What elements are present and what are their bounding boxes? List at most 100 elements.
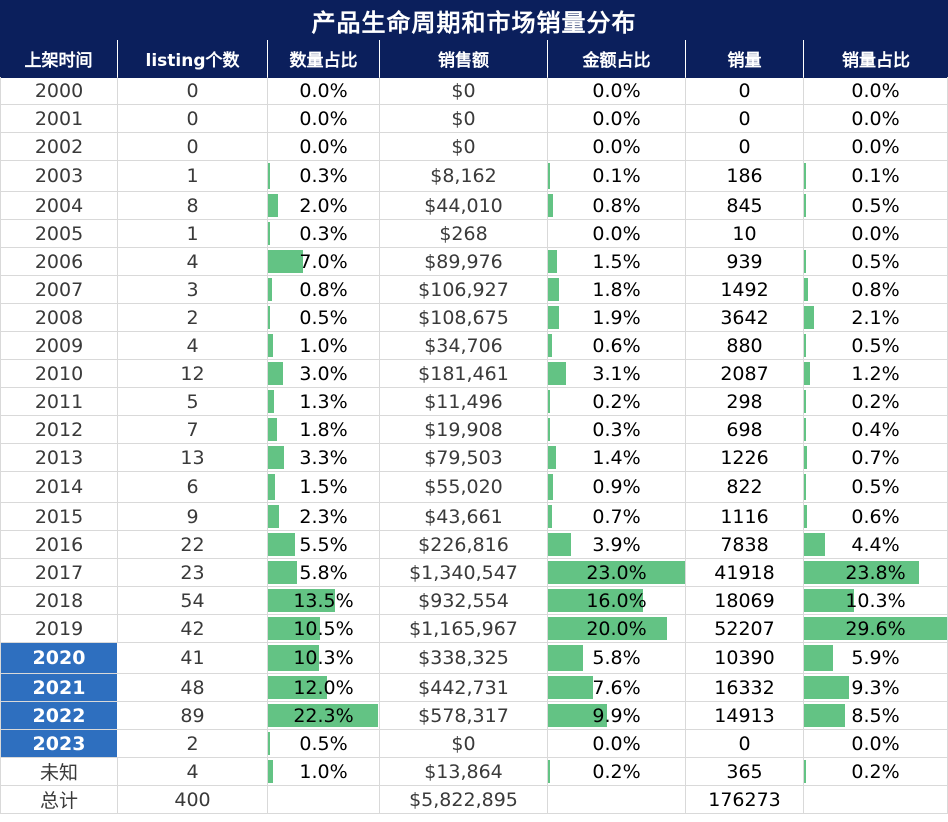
cell-amount-share[interactable]: 0.9%: [548, 472, 686, 502]
cell-listing-date[interactable]: 2002: [0, 133, 118, 160]
cell-listing-count[interactable]: 7: [118, 416, 268, 443]
cell-count-share[interactable]: 5.8%: [268, 559, 380, 586]
cell-sales-amount[interactable]: $0: [380, 133, 548, 160]
cell-volume[interactable]: 52207: [686, 615, 804, 642]
cell-sales-amount[interactable]: $55,020: [380, 472, 548, 502]
cell-amount-share[interactable]: 0.2%: [548, 758, 686, 785]
cell-amount-share[interactable]: 23.0%: [548, 559, 686, 586]
cell-volume[interactable]: 298: [686, 388, 804, 415]
cell-listing-count[interactable]: 42: [118, 615, 268, 642]
cell-listing-date[interactable]: 2021: [0, 674, 118, 701]
cell-volume[interactable]: 186: [686, 161, 804, 191]
cell-amount-share[interactable]: 20.0%: [548, 615, 686, 642]
cell-listing-date[interactable]: 2006: [0, 248, 118, 275]
cell-count-share[interactable]: 5.5%: [268, 531, 380, 558]
cell-listing-date[interactable]: 2000: [0, 77, 118, 104]
cell-sales-amount[interactable]: $268: [380, 220, 548, 247]
cell-volume-share[interactable]: 0.6%: [804, 503, 948, 530]
cell-volume-share[interactable]: 8.5%: [804, 702, 948, 729]
cell-volume-share[interactable]: 0.0%: [804, 133, 948, 160]
cell-count-share[interactable]: 0.3%: [268, 161, 380, 191]
cell-sales-amount[interactable]: $106,927: [380, 276, 548, 303]
cell-listing-count[interactable]: 3: [118, 276, 268, 303]
header-count-share[interactable]: 数量占比: [268, 40, 380, 77]
cell-sales-amount[interactable]: $13,864: [380, 758, 548, 785]
cell-volume[interactable]: 18069: [686, 587, 804, 614]
cell-count-share[interactable]: 7.0%: [268, 248, 380, 275]
cell-sales-amount[interactable]: $578,317: [380, 702, 548, 729]
cell-listing-count[interactable]: 6: [118, 472, 268, 502]
cell-listing-date[interactable]: 2016: [0, 531, 118, 558]
cell-sales-amount[interactable]: $11,496: [380, 388, 548, 415]
cell-listing-date[interactable]: 2020: [0, 643, 118, 673]
cell-listing-date[interactable]: 2023: [0, 730, 118, 757]
cell-volume[interactable]: 41918: [686, 559, 804, 586]
cell-volume-share[interactable]: 0.0%: [804, 730, 948, 757]
cell-volume-share[interactable]: 0.8%: [804, 276, 948, 303]
cell-volume[interactable]: 1116: [686, 503, 804, 530]
cell-amount-share[interactable]: 0.1%: [548, 161, 686, 191]
cell-amount-share[interactable]: 0.0%: [548, 133, 686, 160]
cell-listing-count[interactable]: 0: [118, 133, 268, 160]
cell-listing-count[interactable]: 0: [118, 77, 268, 104]
cell-volume[interactable]: 0: [686, 77, 804, 104]
cell-count-share[interactable]: 0.3%: [268, 220, 380, 247]
cell-volume-share[interactable]: 0.7%: [804, 444, 948, 471]
cell-amount-share[interactable]: 1.4%: [548, 444, 686, 471]
cell-volume-share[interactable]: 0.0%: [804, 220, 948, 247]
cell-volume[interactable]: 0: [686, 730, 804, 757]
cell-volume-share[interactable]: [804, 786, 948, 813]
cell-listing-count[interactable]: 4: [118, 332, 268, 359]
cell-sales-amount[interactable]: $226,816: [380, 531, 548, 558]
cell-volume-share[interactable]: 0.2%: [804, 758, 948, 785]
cell-count-share[interactable]: 12.0%: [268, 674, 380, 701]
cell-listing-date[interactable]: 2005: [0, 220, 118, 247]
cell-count-share[interactable]: 1.3%: [268, 388, 380, 415]
cell-listing-date[interactable]: 2019: [0, 615, 118, 642]
cell-count-share[interactable]: 3.3%: [268, 444, 380, 471]
cell-listing-date[interactable]: 2010: [0, 360, 118, 387]
cell-count-share[interactable]: 13.5%: [268, 587, 380, 614]
cell-volume-share[interactable]: 0.1%: [804, 161, 948, 191]
cell-amount-share[interactable]: [548, 786, 686, 813]
cell-listing-count[interactable]: 9: [118, 503, 268, 530]
cell-listing-date[interactable]: 2022: [0, 702, 118, 729]
cell-count-share[interactable]: 10.3%: [268, 643, 380, 673]
cell-count-share[interactable]: 22.3%: [268, 702, 380, 729]
cell-amount-share[interactable]: 0.3%: [548, 416, 686, 443]
cell-sales-amount[interactable]: $0: [380, 77, 548, 104]
cell-sales-amount[interactable]: $79,503: [380, 444, 548, 471]
cell-listing-count[interactable]: 400: [118, 786, 268, 813]
cell-listing-count[interactable]: 22: [118, 531, 268, 558]
cell-listing-date[interactable]: 未知: [0, 758, 118, 785]
cell-listing-count[interactable]: 1: [118, 220, 268, 247]
cell-volume-share[interactable]: 5.9%: [804, 643, 948, 673]
cell-listing-count[interactable]: 23: [118, 559, 268, 586]
header-volume-share[interactable]: 销量占比: [842, 51, 910, 71]
cell-volume[interactable]: 7838: [686, 531, 804, 558]
cell-amount-share[interactable]: 3.9%: [548, 531, 686, 558]
cell-volume[interactable]: 0: [686, 105, 804, 132]
cell-amount-share[interactable]: 16.0%: [548, 587, 686, 614]
header-listing-date[interactable]: 上架时间: [0, 40, 118, 77]
cell-volume[interactable]: 176273: [686, 786, 804, 813]
cell-sales-amount[interactable]: $108,675: [380, 304, 548, 331]
cell-amount-share[interactable]: 7.6%: [548, 674, 686, 701]
cell-count-share[interactable]: 0.0%: [268, 105, 380, 132]
cell-listing-count[interactable]: 4: [118, 758, 268, 785]
cell-listing-count[interactable]: 8: [118, 192, 268, 219]
cell-listing-date[interactable]: 2018: [0, 587, 118, 614]
cell-count-share[interactable]: 2.3%: [268, 503, 380, 530]
cell-amount-share[interactable]: 0.0%: [548, 77, 686, 104]
cell-listing-date[interactable]: 总计: [0, 786, 118, 813]
cell-listing-date[interactable]: 2013: [0, 444, 118, 471]
cell-listing-count[interactable]: 48: [118, 674, 268, 701]
cell-listing-date[interactable]: 2008: [0, 304, 118, 331]
cell-count-share[interactable]: 0.0%: [268, 133, 380, 160]
cell-sales-amount[interactable]: $442,731: [380, 674, 548, 701]
cell-volume-share[interactable]: 0.5%: [804, 192, 948, 219]
cell-sales-amount[interactable]: $0: [380, 730, 548, 757]
cell-listing-date[interactable]: 2015: [0, 503, 118, 530]
cell-count-share[interactable]: 2.0%: [268, 192, 380, 219]
cell-count-share[interactable]: 1.0%: [268, 332, 380, 359]
